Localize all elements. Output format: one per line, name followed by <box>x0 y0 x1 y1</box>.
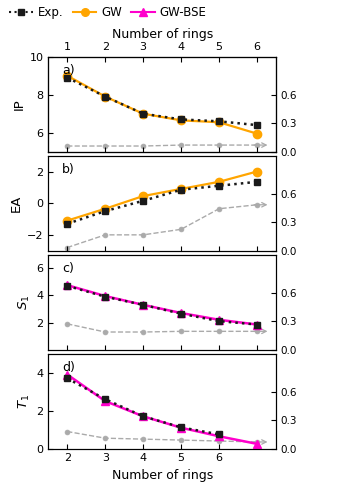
X-axis label: Number of rings: Number of rings <box>111 469 213 482</box>
Y-axis label: $S_1$: $S_1$ <box>17 294 32 310</box>
Text: b): b) <box>62 163 75 176</box>
X-axis label: Number of rings: Number of rings <box>111 28 213 40</box>
Y-axis label: IP: IP <box>12 98 25 110</box>
Y-axis label: EA: EA <box>10 195 23 212</box>
Legend: Exp., GW, GW-BSE: Exp., GW, GW-BSE <box>9 6 207 19</box>
Text: c): c) <box>62 262 74 275</box>
Text: a): a) <box>62 64 75 77</box>
Text: d): d) <box>62 361 75 374</box>
Y-axis label: $T_1$: $T_1$ <box>17 393 32 409</box>
